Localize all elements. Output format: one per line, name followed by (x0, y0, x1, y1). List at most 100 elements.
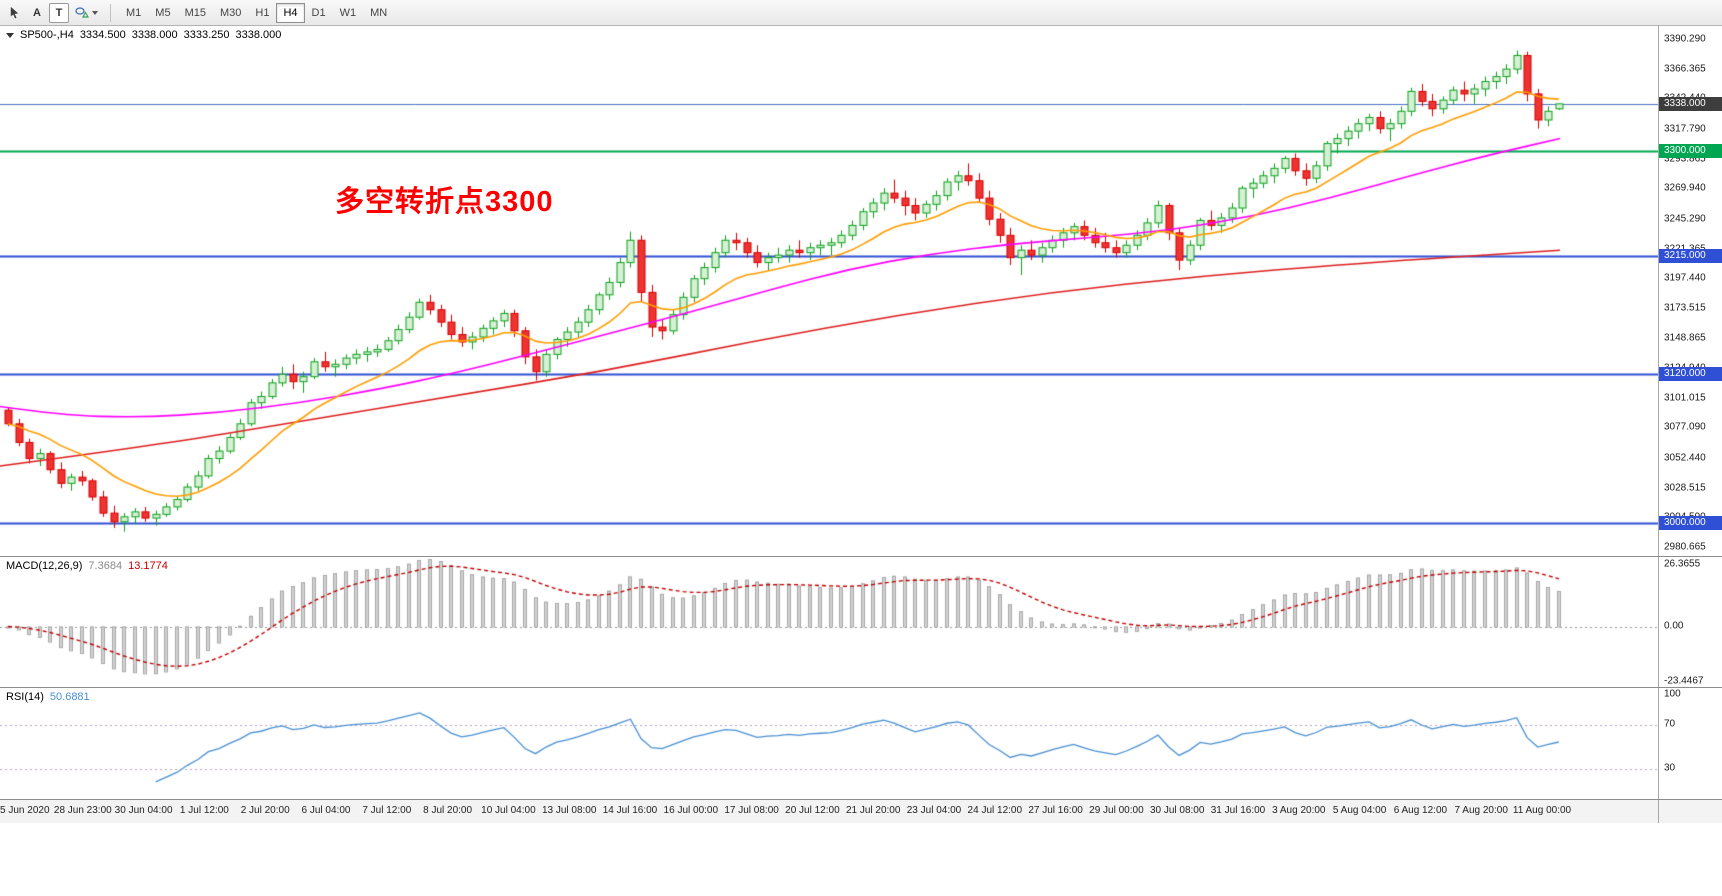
macd-name: MACD(12,26,9) (6, 560, 83, 572)
toolbar: A T M1 M5 M15 M30 H1 H4 D1 W1 MN (0, 0, 1722, 26)
timeframe-button-h1[interactable]: H1 (255, 6, 270, 19)
price-axis-label: 3245.290 (1664, 213, 1706, 225)
chevron-down-icon (92, 10, 98, 15)
price-level-badge: 3300.000 (1659, 143, 1722, 158)
toolbar-separator (110, 3, 111, 22)
rsi-axis-label: 30 (1664, 762, 1676, 774)
timeframe-button-h4[interactable]: H4 (276, 2, 305, 23)
rsi-panel: RSI(14) 50.6881 100 70 30 (0, 687, 1722, 800)
timeframe-button-m5[interactable]: M5 (155, 6, 171, 19)
price-axis-label: 3052.440 (1664, 452, 1706, 464)
time-axis-label: 17 Jul 08:00 (724, 805, 779, 816)
timeframe-button-d1[interactable]: D1 (311, 6, 326, 19)
price-level-badge: 3215.000 (1659, 249, 1722, 264)
timeframe-button-w1[interactable]: W1 (339, 6, 357, 19)
timeframe-group: M1 M5 M15 M30 H1 H4 D1 W1 MN (119, 2, 394, 23)
price-level-badge: 3120.000 (1659, 367, 1722, 382)
rsi-value: 50.6881 (49, 691, 90, 703)
time-axis-label: 25 Jun 2020 (0, 805, 50, 816)
timeframe-button-m15[interactable]: M15 (184, 6, 206, 19)
time-axis-label: 5 Aug 04:00 (1332, 805, 1387, 816)
macd-scale[interactable]: 26.3655 0.00 -23.4467 (1658, 557, 1722, 687)
text-a-label: A (33, 6, 41, 19)
chart-title: SP500-,H4 3334.500 3338.000 3333.250 333… (6, 29, 281, 41)
price-axis-label: 3101.015 (1664, 392, 1706, 404)
price-level-badge: 3000.000 (1659, 516, 1722, 531)
time-axis-label: 11 Aug 00:00 (1512, 805, 1572, 816)
price-level-badge: 3338.000 (1659, 96, 1722, 111)
time-axis-label: 16 Jul 00:00 (663, 805, 719, 816)
time-axis-label: 23 Jul 04:00 (906, 805, 962, 816)
price-scale[interactable]: 3390.2903366.3653342.4403317.7903293.865… (1658, 26, 1722, 556)
symbol-dropdown-icon[interactable] (6, 32, 14, 38)
price-axis-label: 3293.865 (1664, 153, 1706, 165)
macd-axis-label: 26.3655 (1664, 558, 1701, 570)
cursor-tool-button[interactable] (4, 3, 25, 23)
time-axis-label: 20 Jul 12:00 (785, 805, 840, 816)
time-axis-label: 7 Jul 12:00 (362, 805, 412, 816)
time-axis-label: 14 Jul 16:00 (602, 805, 658, 816)
time-axis-label: 30 Jun 04:00 (114, 805, 173, 816)
price-axis-label: 3197.440 (1664, 272, 1706, 284)
time-axis-label: 7 Aug 20:00 (1454, 805, 1508, 816)
text-t-tool-button[interactable]: T (49, 2, 69, 23)
text-a-tool-button[interactable]: A (27, 3, 47, 23)
rsi-name: RSI(14) (6, 691, 44, 703)
price-axis-label: 3221.365 (1664, 243, 1706, 254)
time-axis-label: 2 Jul 20:00 (240, 805, 290, 816)
time-axis-label: 8 Jul 20:00 (423, 805, 473, 816)
price-axis-label: 3028.515 (1664, 482, 1706, 494)
price-axis-label: 3390.290 (1664, 33, 1706, 45)
macd-signal-value: 13.1774 (128, 560, 168, 572)
ohlc-low: 3333.250 (183, 29, 230, 41)
bottom-empty-area (0, 823, 1722, 896)
shapes-tool-button[interactable] (71, 3, 102, 23)
shapes-icon (75, 7, 89, 18)
timeframe-button-m1[interactable]: M1 (126, 6, 142, 19)
price-axis-label: 3317.790 (1664, 123, 1706, 135)
price-axis-label: 3366.365 (1664, 63, 1706, 75)
macd-axis-label: -23.4467 (1664, 675, 1704, 687)
price-axis-label: 3077.090 (1664, 421, 1706, 433)
timeframe-button-mn[interactable]: MN (370, 6, 388, 19)
macd-label: MACD(12,26,9) 7.3684 13.1774 (6, 560, 168, 572)
rsi-axis-label: 100 (1664, 688, 1681, 700)
chart-symbol: SP500-,H4 (20, 29, 74, 41)
time-axis-label: 31 Jul 16:00 (1210, 805, 1266, 816)
time-axis-label: 10 Jul 04:00 (481, 805, 536, 816)
rsi-axis-label: 70 (1664, 718, 1676, 730)
macd-panel: MACD(12,26,9) 7.3684 13.1774 26.3655 0.00 -2… (0, 556, 1722, 688)
main-chart-panel: SP500-,H4 3334.500 3338.000 3333.250 333… (0, 26, 1722, 556)
time-axis-label: 6 Jul 04:00 (301, 805, 351, 816)
price-axis-label: 3173.515 (1664, 302, 1706, 314)
time-axis-label: 27 Jul 16:00 (1028, 805, 1083, 816)
time-axis-label: 6 Aug 12:00 (1393, 805, 1448, 816)
cursor-icon (10, 6, 19, 19)
time-axis-label: 21 Jul 20:00 (845, 805, 901, 816)
price-axis-label: 3148.865 (1664, 332, 1706, 344)
ohlc-high: 3338.000 (131, 29, 178, 41)
price-axis-label: 3269.940 (1664, 182, 1706, 194)
macd-canvas[interactable] (0, 558, 1658, 688)
time-axis-label: 28 Jun 23:00 (53, 805, 112, 816)
macd-main-value: 7.3684 (88, 560, 123, 572)
time-axis-label: 3 Aug 20:00 (1272, 805, 1326, 816)
time-axis-label: 13 Jul 08:00 (541, 805, 597, 816)
time-axis-corner (1658, 800, 1722, 823)
chart-annotation-text: 多空转折点3300 (335, 186, 554, 218)
time-axis-label: 30 Jul 08:00 (1149, 805, 1205, 816)
time-axis-label: 24 Jul 12:00 (967, 805, 1023, 816)
time-axis-label: 1 Jul 12:00 (179, 805, 229, 816)
ohlc-close: 3338.000 (235, 29, 282, 41)
timeframe-button-m30[interactable]: M30 (219, 6, 242, 19)
macd-axis-label: 0.00 (1664, 620, 1684, 632)
ohlc-open: 3334.500 (79, 29, 126, 41)
price-axis-label: 2980.665 (1664, 541, 1706, 553)
text-t-label: T (55, 6, 63, 19)
main-chart-canvas[interactable] (0, 26, 1658, 556)
time-axis-label: 29 Jul 00:00 (1089, 805, 1144, 816)
rsi-canvas[interactable] (0, 689, 1658, 800)
rsi-scale[interactable]: 100 70 30 (1658, 688, 1722, 799)
